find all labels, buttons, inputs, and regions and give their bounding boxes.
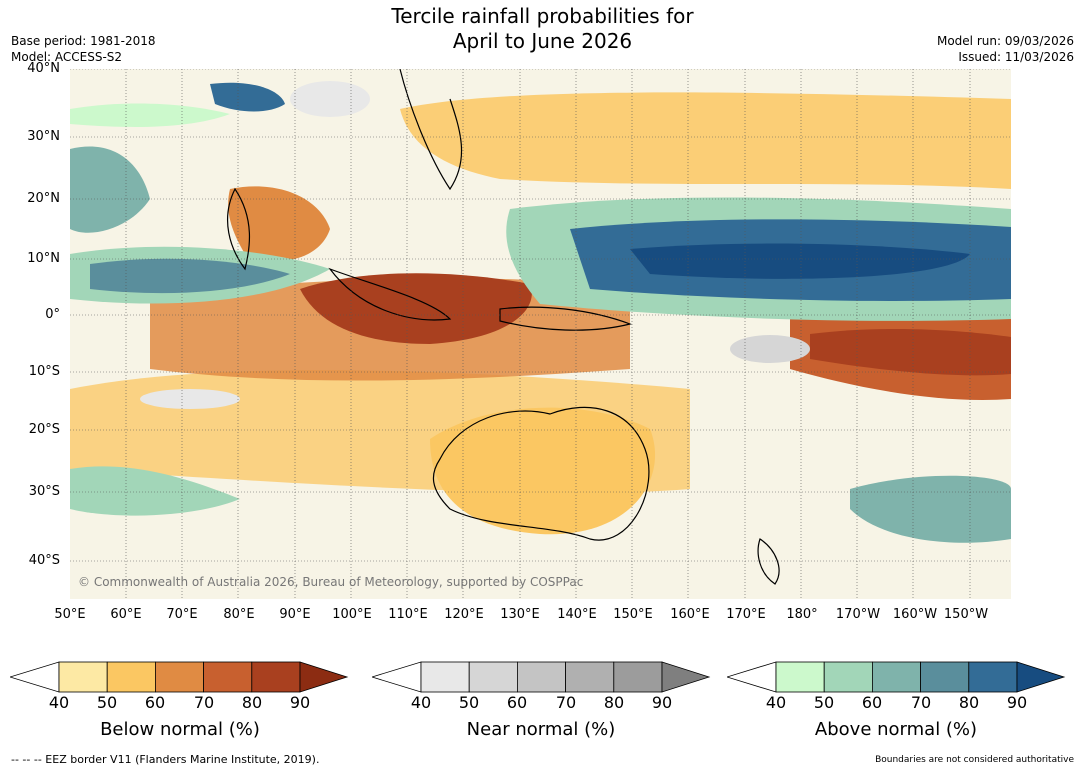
boundary-note: Boundaries are not considered authoritat… — [875, 755, 1074, 765]
cb-above-seg — [871, 661, 921, 693]
cb-below-tick: 90 — [289, 693, 311, 712]
lon-label: 160°W — [892, 607, 938, 622]
cb-below-tick: 80 — [241, 693, 263, 712]
lon-label: 110°E — [388, 607, 428, 622]
meta-right: Model run: 09/03/2026 Issued: 11/03/2026 — [937, 33, 1074, 65]
model-run: Model run: 09/03/2026 — [936, 34, 1074, 48]
lat-label: 30°S — [28, 484, 60, 499]
cb-above-tick: 80 — [958, 693, 980, 712]
cb-below-tick: 70 — [193, 693, 215, 712]
cb-near-tick: 90 — [651, 693, 673, 712]
cb-near-title: Near normal (%) — [466, 719, 616, 740]
new-guinea-coast — [499, 306, 633, 331]
cb-near-seg — [420, 661, 470, 693]
model-name: Model: ACCESS-S2 — [11, 50, 123, 64]
rainfall-map: © Commonwealth of Australia 2026, Bureau… — [70, 69, 1011, 599]
cb-above-tick: 70 — [910, 693, 932, 712]
lat-label: 20°N — [27, 191, 60, 206]
lon-label: 130°E — [500, 607, 540, 622]
map-title: Tercile rainfall probabilities for April… — [0, 4, 1085, 54]
cb-near-tick: 50 — [458, 693, 480, 712]
above-normal-zones — [70, 82, 1011, 543]
cb-near-seg — [613, 661, 663, 693]
new-zealand-coast — [757, 538, 780, 585]
lon-label: 120°E — [444, 607, 484, 622]
title-line-2: April to June 2026 — [452, 29, 633, 53]
lat-label: 0° — [45, 307, 60, 322]
lon-label: 80°E — [223, 607, 255, 622]
lon-label: 50°E — [54, 607, 86, 622]
colorbar-below-normal — [10, 661, 349, 693]
cb-below-left-triangle — [10, 661, 60, 693]
cb-below-tick: 40 — [48, 693, 70, 712]
sumatra-coast — [328, 267, 452, 321]
cb-below-right-triangle — [299, 661, 349, 693]
eez-note: -- -- -- EEZ border V11 (Flanders Marine… — [11, 753, 320, 766]
lon-label: 170°E — [726, 607, 766, 622]
cb-above-seg — [775, 661, 825, 693]
base-period: Base period: 1981-2018 — [11, 34, 156, 48]
cb-near-tick: 80 — [603, 693, 625, 712]
lon-label: 100°E — [332, 607, 372, 622]
cb-below-seg — [251, 661, 301, 693]
coastlines — [227, 69, 780, 585]
title-line-1: Tercile rainfall probabilities for — [391, 4, 694, 28]
lon-label: 160°E — [670, 607, 710, 622]
india-coast — [227, 187, 250, 271]
lat-label: 30°N — [27, 129, 60, 144]
cb-above-tick: 50 — [813, 693, 835, 712]
copyright-text: © Commonwealth of Australia 2026, Bureau… — [78, 575, 583, 589]
near-normal-zones — [140, 81, 810, 409]
cb-near-seg — [565, 661, 615, 693]
lat-label: 10°S — [28, 364, 60, 379]
australia-coast — [432, 406, 650, 541]
cb-above-seg — [968, 661, 1018, 693]
colorbar-above-normal — [727, 661, 1066, 693]
lon-label: 70°E — [166, 607, 198, 622]
lat-label: 20°S — [28, 422, 60, 437]
cb-below-tick: 60 — [144, 693, 166, 712]
cb-near-right-triangle — [661, 661, 711, 693]
cb-above-seg — [920, 661, 970, 693]
cb-near-left-triangle — [372, 661, 422, 693]
lon-label: 180° — [786, 607, 818, 622]
cb-near-tick: 70 — [555, 693, 577, 712]
cb-near-seg — [516, 661, 566, 693]
colorbar-near-normal — [372, 661, 711, 693]
cb-below-title: Below normal (%) — [100, 719, 260, 740]
lat-label: 40°S — [28, 553, 60, 568]
lat-label: 40°N — [27, 61, 60, 76]
cb-below-seg — [58, 661, 108, 693]
cb-above-right-triangle — [1016, 661, 1066, 693]
east-asia-coast — [399, 69, 463, 191]
lon-label: 170°W — [835, 607, 881, 622]
lon-label: 150°E — [613, 607, 653, 622]
meta-left: Base period: 1981-2018 Model: ACCESS-S2 — [11, 33, 156, 65]
cb-above-tick: 40 — [765, 693, 787, 712]
lon-label: 140°E — [557, 607, 597, 622]
lon-label: 90°E — [279, 607, 311, 622]
lon-label: 150°W — [943, 607, 989, 622]
cb-near-tick: 40 — [410, 693, 432, 712]
cb-above-title: Above normal (%) — [814, 719, 978, 740]
cb-below-seg — [203, 661, 253, 693]
lat-label: 10°N — [27, 251, 60, 266]
cb-below-seg — [106, 661, 156, 693]
issued-date: Issued: 11/03/2026 — [958, 50, 1074, 64]
cb-near-tick: 60 — [506, 693, 528, 712]
lon-label: 60°E — [110, 607, 142, 622]
cb-below-seg — [154, 661, 204, 693]
cb-above-tick: 60 — [861, 693, 883, 712]
cb-above-tick: 90 — [1006, 693, 1028, 712]
cb-below-tick: 50 — [96, 693, 118, 712]
cb-near-seg — [468, 661, 518, 693]
gridlines — [70, 69, 1011, 599]
cb-above-seg — [823, 661, 873, 693]
cb-above-left-triangle — [727, 661, 777, 693]
